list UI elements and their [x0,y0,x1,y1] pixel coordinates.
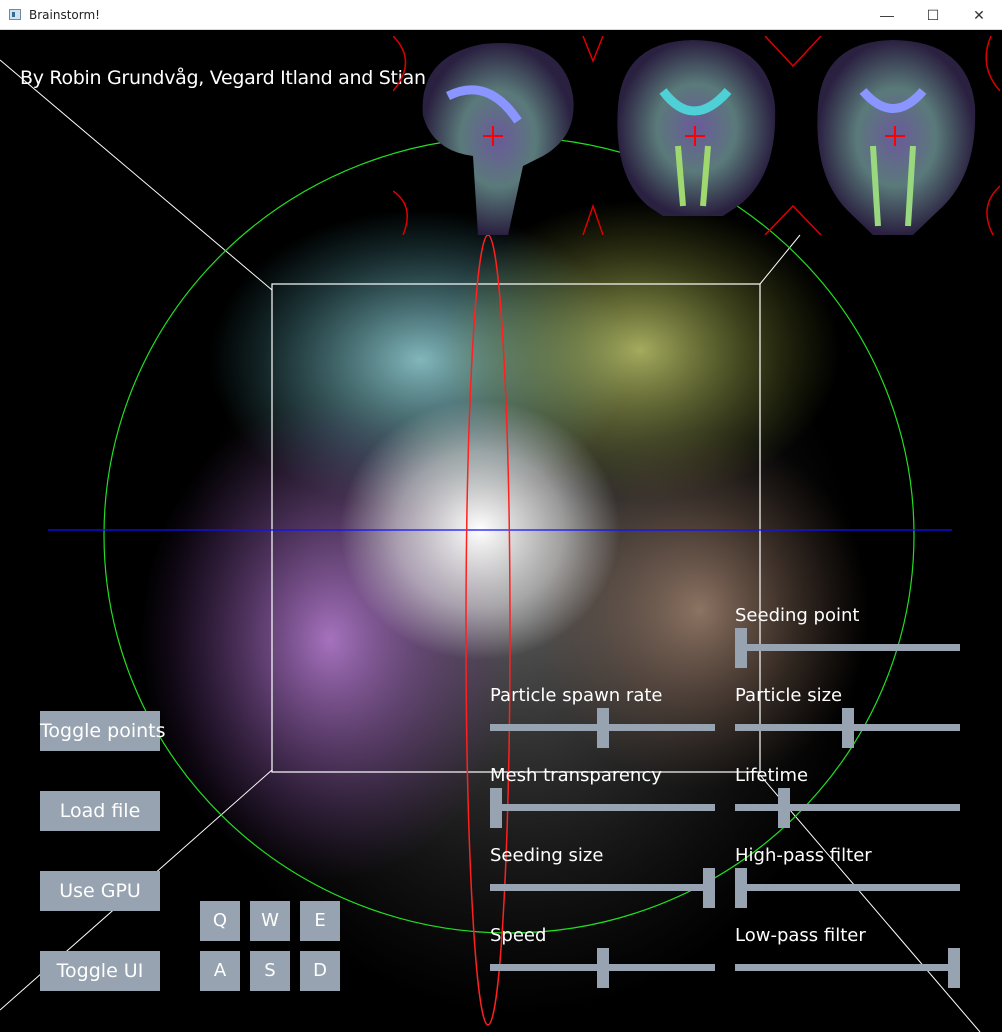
use-gpu-button[interactable]: Use GPU [40,871,160,911]
key-e-button[interactable]: E [300,901,340,941]
slider-label: Particle size [735,685,843,706]
credits-text: By Robin Grundvåg, Vegard Itland and Sti… [20,67,508,89]
title-bar: Brainstorm! — ☐ ✕ [0,0,1002,30]
slider-label: Lifetime [735,765,809,786]
slider-label: Seeding size [490,845,604,866]
slider-label: Low-pass filter [735,925,866,946]
slider-thumb[interactable] [735,628,747,668]
toggle-ui-button[interactable]: Toggle UI [40,951,160,991]
key-a-button[interactable]: A [200,951,240,991]
slider-thumb[interactable] [841,708,854,748]
slider-thumb[interactable] [703,868,715,908]
key-w-button[interactable]: W [250,901,290,941]
key-q-button[interactable]: Q [200,901,240,941]
key-d-button[interactable]: D [300,951,340,991]
rotation-ring-red [465,234,511,1026]
slider-thumb[interactable] [735,868,747,908]
maximize-button[interactable]: ☐ [926,7,940,23]
slider-track[interactable] [735,884,960,891]
axial-slice [817,36,1000,235]
slider-track[interactable] [735,964,960,971]
minimize-button[interactable]: — [880,7,894,23]
slider-track[interactable] [490,884,715,891]
render-viewport[interactable]: By Robin Grundvåg, Vegard Itland and Sti… [0,30,1002,1032]
slider-label: Mesh transparency [490,765,662,786]
slider-track[interactable] [490,804,715,811]
slider-thumb[interactable] [948,948,960,988]
slider-thumb[interactable] [596,708,609,748]
coronal-slice [617,36,822,235]
slider-label: Speed [490,925,547,946]
slider-label: High-pass filter [735,845,872,866]
brain-cloud [140,200,870,1015]
sagittal-slice [393,36,604,235]
slider-thumb[interactable] [777,788,790,828]
slider-label: Seeding point [735,605,860,626]
window-title: Brainstorm! [29,8,100,22]
slider-thumb[interactable] [490,788,502,828]
bounding-box [271,283,761,773]
key-s-button[interactable]: S [250,951,290,991]
slider-label: Particle spawn rate [490,685,663,706]
brain-visualization [0,59,981,1032]
toggle-points-button[interactable]: Toggle points [40,711,166,751]
slice-thumbnails [393,36,1000,235]
slider-thumb[interactable] [596,948,609,988]
app-icon [9,9,21,20]
close-button[interactable]: ✕ [973,7,985,23]
slider-track[interactable] [735,804,960,811]
load-file-button[interactable]: Load file [40,791,160,831]
slider-track[interactable] [735,644,960,651]
